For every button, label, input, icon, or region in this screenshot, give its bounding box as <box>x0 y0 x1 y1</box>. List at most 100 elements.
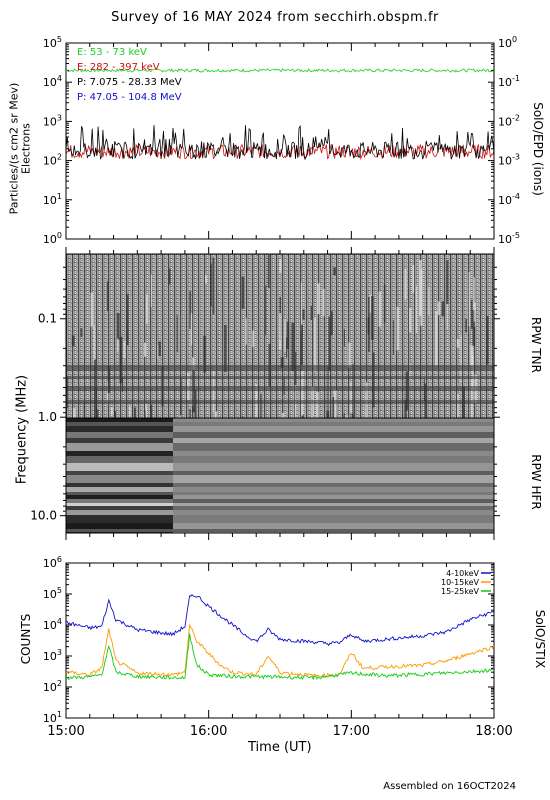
tnr-band <box>66 386 494 391</box>
rpw-ytick-label: 10.0 <box>30 509 57 523</box>
x-axis-title: Time (UT) <box>248 740 312 755</box>
tnr-band <box>66 400 494 404</box>
tnr-streak <box>210 263 212 307</box>
tnr-streak <box>97 409 99 418</box>
tnr-streak <box>345 415 349 418</box>
tnr-streak <box>332 396 335 418</box>
stix-ytick-label: 103 <box>43 648 62 663</box>
stix-ytick-label: 104 <box>43 617 62 632</box>
tnr-streak <box>470 345 474 367</box>
tnr-streak <box>418 259 422 316</box>
tnr-streak <box>408 307 412 333</box>
tnr-streak <box>157 344 159 360</box>
epd-legend-entry: E: 53 - 73 keV <box>77 47 147 58</box>
hfr-band-right <box>173 492 494 495</box>
stix-frame <box>65 562 495 719</box>
tnr-streak <box>383 284 386 323</box>
tnr-streak <box>316 391 319 418</box>
hfr-band-right <box>173 503 494 506</box>
stix-series-line <box>66 633 494 681</box>
tnr-streak <box>285 337 288 358</box>
tnr-streak <box>205 274 208 284</box>
tnr-streak <box>437 301 441 315</box>
rpw-ylabel: Frequency (MHz) <box>14 374 30 485</box>
tnr-streak <box>107 382 109 402</box>
epd-ytick-label: 101 <box>43 192 62 207</box>
tnr-streak <box>128 406 131 417</box>
hfr-band-right <box>173 426 494 432</box>
tnr-streak <box>328 316 331 371</box>
epd-y2tick-label: 100 <box>498 35 517 50</box>
rpw-ytick-label: 0.1 <box>38 312 57 326</box>
epd-y2tick-label: 10-1 <box>498 74 520 89</box>
tnr-streak <box>176 315 178 353</box>
tnr-streak <box>404 399 407 418</box>
tnr-streak <box>203 335 206 373</box>
hfr-band-left <box>66 523 173 529</box>
tnr-streak <box>90 292 94 327</box>
tnr-streak <box>457 394 459 418</box>
tnr-streak <box>372 352 375 408</box>
hfr-band-left <box>66 418 173 422</box>
tnr-streak <box>392 319 394 355</box>
tnr-streak <box>460 334 462 383</box>
rpw-ytick-label: 1.0 <box>38 410 57 424</box>
tnr-streak <box>280 357 284 368</box>
epd-legend-entry: E: 282 - 397 keV <box>77 62 160 73</box>
epd-ytick-label: 102 <box>43 153 62 168</box>
hfr-band-right <box>173 451 494 456</box>
stix-right-label: SolO/STIX <box>533 609 547 669</box>
hfr-band-left <box>66 510 173 515</box>
epd-y2tick-label: 10-2 <box>498 113 520 128</box>
hfr-band-right <box>173 483 494 487</box>
epd-right-label: SolO/EPD (ions) <box>531 102 545 196</box>
tnr-band <box>66 365 494 371</box>
tnr-streak <box>150 274 153 307</box>
tnr-streak <box>67 376 69 409</box>
tnr-streak <box>283 377 285 395</box>
epd-series-group <box>66 68 494 161</box>
stix-ytick-label: 101 <box>43 710 62 725</box>
hfr-band-left <box>66 475 173 483</box>
hfr-band-right <box>173 523 494 529</box>
tnr-streak <box>412 265 415 293</box>
assembled-footer: Assembled on 16OCT2024 <box>383 781 516 792</box>
tnr-streak <box>317 283 320 315</box>
tnr-streak <box>158 341 161 357</box>
tnr-streak <box>468 272 471 327</box>
tnr-streak <box>119 337 123 384</box>
tnr-streak <box>278 313 282 350</box>
tnr-streak <box>473 277 475 322</box>
hfr-band-right <box>173 471 494 475</box>
tnr-streak <box>300 324 303 365</box>
hfr-band-right <box>173 463 494 471</box>
tnr-streak <box>83 403 85 418</box>
epd-ytick-label: 103 <box>43 113 62 128</box>
hfr-band-right <box>173 443 494 451</box>
tnr-streak <box>343 413 345 418</box>
hfr-band-left <box>66 426 173 432</box>
hfr-band-left <box>66 506 173 510</box>
tnr-streak <box>224 324 227 373</box>
tnr-streak <box>446 298 448 329</box>
tnr-streak <box>265 285 267 336</box>
stix-xtick-label: 17:00 <box>333 724 370 739</box>
epd-legend-entry: P: 47.05 - 104.8 MeV <box>77 92 182 103</box>
tnr-streak <box>80 328 83 337</box>
tnr-streak <box>126 294 129 346</box>
stix-legend-label: 4-10keV <box>446 569 479 578</box>
tnr-streak <box>415 285 418 333</box>
tnr-streak <box>465 318 467 333</box>
hfr-band-right <box>173 487 494 492</box>
hfr-band-right <box>173 432 494 438</box>
tnr-streak <box>143 342 147 357</box>
tnr-band <box>66 376 494 379</box>
tnr-streak <box>378 291 382 327</box>
stix-xtick-label: 16:00 <box>190 724 227 739</box>
stix-series-line <box>66 623 494 679</box>
tnr-streak <box>434 311 438 367</box>
epd-panel: 100 101 102 103 104 105 10-5 10-4 10-3 10-2 10-1 10… <box>43 35 520 246</box>
tnr-streak <box>168 268 171 285</box>
epd-series-line <box>66 143 494 161</box>
epd-ytick-label: 104 <box>43 74 62 89</box>
